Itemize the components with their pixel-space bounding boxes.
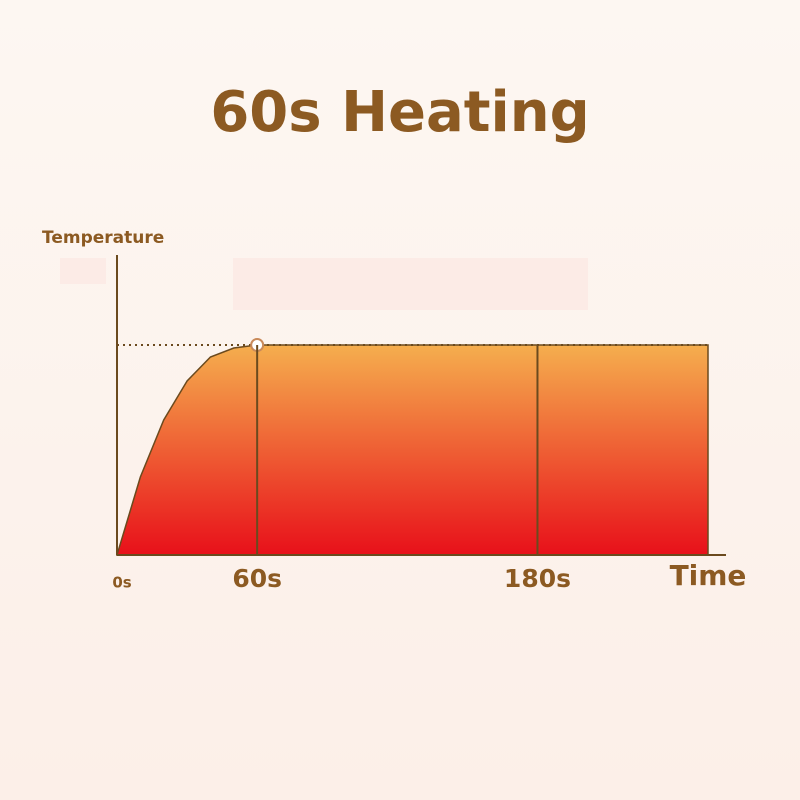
area [115, 344, 709, 556]
x-axis-label: Time [670, 559, 747, 592]
x-tick-label: 0s [112, 574, 131, 592]
decor [233, 258, 588, 310]
y-axis-label: Temperature [42, 228, 164, 248]
decor [60, 258, 106, 284]
x-tick-label: 180s [504, 564, 571, 593]
chart-title: 60s Heating [210, 80, 589, 145]
x-tick-label: 60s [232, 564, 282, 593]
